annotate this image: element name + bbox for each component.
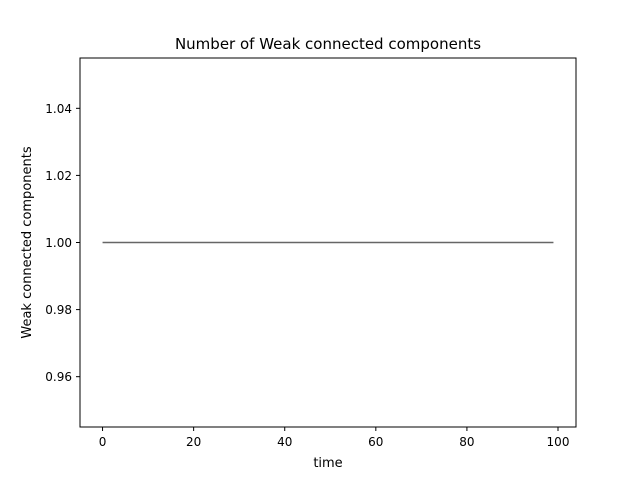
y-tick-label: 1.04 bbox=[45, 102, 72, 116]
y-axis: 0.96 0.98 1.00 1.02 1.04 bbox=[45, 102, 80, 384]
x-axis-label: time bbox=[313, 456, 342, 471]
y-tick-label: 0.96 bbox=[45, 370, 72, 384]
y-axis-label: Weak connected components bbox=[20, 146, 35, 338]
y-tick-label: 1.00 bbox=[45, 236, 72, 250]
chart-title: Number of Weak connected components bbox=[175, 35, 481, 53]
x-axis: 0 20 40 60 80 100 bbox=[99, 427, 570, 449]
x-tick-label: 20 bbox=[186, 435, 201, 449]
x-tick-label: 100 bbox=[547, 435, 570, 449]
x-tick-label: 0 bbox=[99, 435, 107, 449]
x-tick-label: 40 bbox=[277, 435, 292, 449]
plot-frame bbox=[79, 57, 577, 428]
y-tick-label: 0.98 bbox=[45, 303, 72, 317]
x-tick-label: 80 bbox=[459, 435, 474, 449]
x-tick-label: 60 bbox=[368, 435, 383, 449]
y-tick-label: 1.02 bbox=[45, 169, 72, 183]
